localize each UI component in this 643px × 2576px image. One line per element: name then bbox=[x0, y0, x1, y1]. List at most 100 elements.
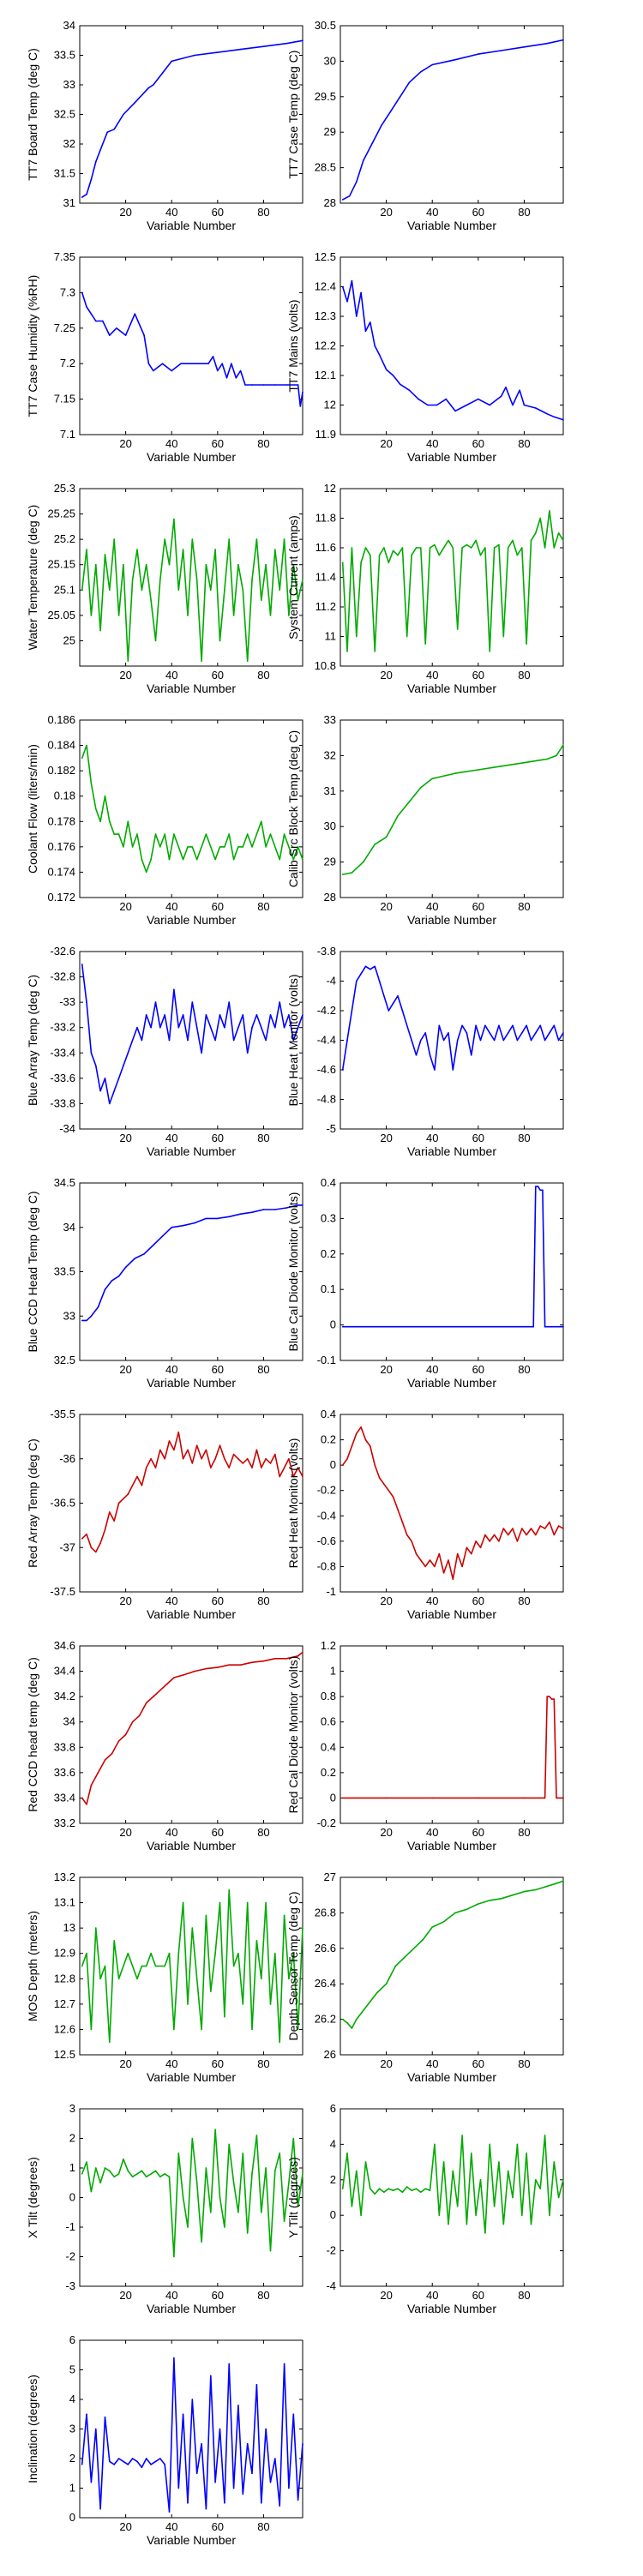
chart-5-point-17 bbox=[159, 579, 161, 581]
chart-12-point-1 bbox=[385, 1325, 388, 1328]
chart-5-ytick-label-5: 25.25 bbox=[47, 507, 75, 520]
chart-20-point-3 bbox=[356, 2170, 358, 2172]
chart-3-xlabel: Variable Number bbox=[147, 450, 236, 464]
chart-6-point-44 bbox=[544, 547, 546, 549]
chart-18-point-12 bbox=[431, 1926, 434, 1928]
chart-21-xlabel: Variable Number bbox=[147, 2533, 236, 2547]
chart-18-point-10 bbox=[413, 1948, 415, 1949]
chart-15-point-21 bbox=[251, 1661, 253, 1663]
chart-15-point-19 bbox=[228, 1664, 231, 1666]
chart-8-ytick-label-5: 33 bbox=[324, 713, 336, 726]
chart-13-point-17 bbox=[159, 1449, 161, 1451]
chart-10-point-3 bbox=[356, 980, 358, 982]
chart-16-ytick-label-5: 0.8 bbox=[321, 1690, 336, 1702]
chart-12-point-11 bbox=[546, 1325, 548, 1328]
chart-10-point-1 bbox=[346, 1039, 348, 1042]
chart-17-point-42 bbox=[274, 1952, 276, 1955]
chart-2-point-15 bbox=[546, 42, 548, 45]
chart-5-point-32 bbox=[228, 538, 231, 540]
chart-9-point-26 bbox=[201, 1052, 202, 1054]
chart-6-point-19 bbox=[429, 547, 431, 549]
chart-4-xlabel: Variable Number bbox=[407, 450, 496, 464]
chart-6-point-16 bbox=[415, 547, 418, 549]
chart-10-point-37 bbox=[512, 1024, 514, 1027]
chart-14-point-16 bbox=[415, 1552, 418, 1555]
chart-15-axes-box bbox=[79, 1645, 303, 1824]
chart-6-point-13 bbox=[401, 547, 404, 549]
chart-13-point-47 bbox=[297, 1467, 299, 1468]
chart-15-point-7 bbox=[124, 1733, 127, 1736]
chart-6-point-11 bbox=[392, 549, 394, 552]
chart-1-axes-box bbox=[79, 25, 303, 204]
chart-2-point-13 bbox=[500, 50, 502, 51]
chart-11-point-16 bbox=[217, 1217, 219, 1220]
chart-12-point-6 bbox=[535, 1186, 537, 1187]
chart-7-point-2 bbox=[90, 783, 93, 784]
chart-19-point-46 bbox=[292, 2137, 295, 2140]
chart-17-point-32 bbox=[228, 1889, 231, 1891]
chart-3-point-9 bbox=[143, 334, 145, 336]
chart-5-point-26 bbox=[201, 660, 202, 662]
chart-7-axes-box bbox=[79, 719, 303, 898]
chart-3-point-17 bbox=[207, 363, 209, 365]
chart-9-point-5 bbox=[104, 1078, 106, 1079]
chart-7-point-16 bbox=[154, 833, 157, 835]
chart-15-point-14 bbox=[173, 1677, 175, 1678]
chart-6: 20 40 60 80 10.8 11 11.2 11.4 11.6 11.8 12 Variable… bbox=[286, 482, 564, 695]
chart-5-xlabel: Variable Number bbox=[147, 682, 236, 695]
chart-1-point-13 bbox=[194, 54, 195, 57]
chart-20-point-8 bbox=[378, 2188, 381, 2189]
chart-8-ytick-label-0: 28 bbox=[324, 891, 336, 904]
chart-9-point-25 bbox=[195, 1026, 198, 1029]
chart-11-point-20 bbox=[262, 1209, 265, 1210]
chart-9-point-43 bbox=[279, 1001, 281, 1003]
chart-6-point-27 bbox=[466, 543, 468, 546]
chart-13-ytick-label-0: -37.5 bbox=[50, 1585, 75, 1598]
chart-14-point-10 bbox=[388, 1489, 390, 1492]
chart-10-point-39 bbox=[521, 1032, 523, 1034]
chart-7-point-30 bbox=[219, 846, 221, 848]
chart-14-point-20 bbox=[434, 1565, 436, 1568]
chart-5-point-16 bbox=[154, 639, 157, 642]
chart-15-ytick-label-3: 33.8 bbox=[54, 1740, 75, 1753]
chart-11-ytick-label-4: 34.5 bbox=[54, 1176, 75, 1189]
chart-13-ytick-label-1: -37 bbox=[59, 1540, 75, 1553]
chart-9-point-34 bbox=[237, 1026, 239, 1029]
chart-19-point-39 bbox=[261, 2212, 262, 2213]
chart-3-point-11 bbox=[153, 369, 154, 372]
chart-7-point-29 bbox=[214, 858, 216, 861]
chart-4-ylabel: TT7 Mains (volts) bbox=[286, 299, 300, 392]
chart-20-point-44 bbox=[544, 2135, 546, 2136]
chart-19-point-23 bbox=[187, 2226, 189, 2228]
chart-4-ytick-label-3: 12.2 bbox=[315, 339, 336, 352]
chart-20-point-45 bbox=[549, 2214, 550, 2216]
chart-9-point-12 bbox=[136, 1026, 138, 1029]
chart-13-point-29 bbox=[214, 1458, 216, 1460]
chart-17-ytick-label-2: 12.7 bbox=[54, 1997, 75, 2010]
chart-10-point-11 bbox=[392, 1002, 394, 1005]
chart-19-point-36 bbox=[246, 2232, 249, 2234]
chart-19-point-22 bbox=[182, 2196, 184, 2199]
chart-17-point-29 bbox=[214, 1952, 216, 1955]
chart-17-point-7 bbox=[113, 1940, 115, 1942]
chart-7-point-18 bbox=[164, 833, 165, 835]
chart-17-point-24 bbox=[191, 1927, 194, 1929]
chart-14-point-42 bbox=[535, 1534, 537, 1536]
chart-18-ytick-label-5: 27 bbox=[324, 1870, 336, 1883]
chart-5-point-42 bbox=[274, 549, 276, 550]
chart-21-point-25 bbox=[195, 2472, 198, 2475]
chart-17-point-43 bbox=[279, 2041, 281, 2043]
chart-20-point-15 bbox=[411, 2189, 412, 2191]
chart-2-point-6 bbox=[390, 110, 392, 112]
chart-10-point-40 bbox=[526, 1024, 527, 1027]
chart-19-point-40 bbox=[265, 2167, 267, 2169]
chart-3-point-23 bbox=[235, 377, 237, 379]
chart-21-point-33 bbox=[232, 2487, 235, 2489]
chart-3-point-6 bbox=[116, 327, 117, 329]
chart-5-point-8 bbox=[117, 615, 120, 616]
chart-8-point-5 bbox=[397, 815, 399, 817]
chart-17-point-2 bbox=[90, 2028, 93, 2031]
chart-11-point-22 bbox=[285, 1207, 288, 1209]
chart-10-point-12 bbox=[397, 995, 399, 997]
chart-15-xlabel: Variable Number bbox=[147, 1839, 236, 1852]
